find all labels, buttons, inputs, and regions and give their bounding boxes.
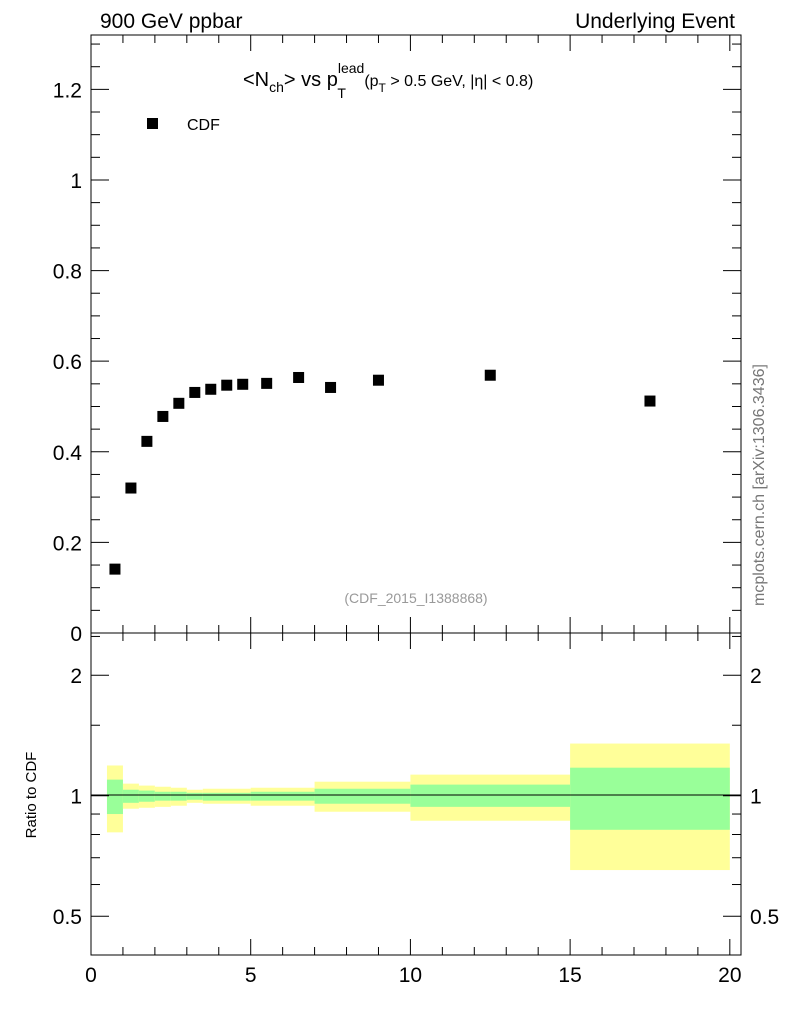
x-tick-label: 10 bbox=[399, 964, 422, 987]
ratio-band-green bbox=[186, 792, 203, 800]
data-point bbox=[372, 374, 384, 386]
data-point bbox=[293, 371, 305, 383]
ratio-band-green bbox=[250, 791, 315, 801]
ratio-ylabel: Ratio to CDF bbox=[23, 752, 40, 839]
side-label: mcplots.cern.ch [arXiv:1306.3436] bbox=[751, 364, 768, 606]
y-tick-label: 0.2 bbox=[53, 532, 82, 555]
ratio-band-green bbox=[314, 788, 411, 804]
data-point bbox=[261, 377, 273, 389]
data-point bbox=[173, 397, 185, 409]
ratio-band-green bbox=[138, 790, 155, 802]
legend-label-cdf: CDF bbox=[187, 117, 220, 134]
ratio-band-green bbox=[570, 767, 730, 830]
y-tick-label: 0.6 bbox=[53, 351, 82, 374]
ratio-band-green bbox=[410, 784, 571, 807]
data-point bbox=[644, 395, 656, 407]
ratio-band-green bbox=[170, 791, 187, 801]
header-right: Underlying Event bbox=[575, 10, 735, 33]
ratio-band-green bbox=[154, 791, 171, 801]
ratio-y-tick-label-right: 2 bbox=[750, 665, 762, 688]
data-point bbox=[205, 383, 217, 395]
ratio-band-green bbox=[106, 779, 123, 815]
data-point bbox=[189, 386, 201, 398]
data-point bbox=[141, 435, 153, 447]
ratio-y-tick-label-left: 0.5 bbox=[53, 906, 82, 929]
y-tick-label: 0.4 bbox=[53, 442, 83, 465]
data-points bbox=[109, 369, 656, 575]
header-left: 900 GeV ppbar bbox=[100, 10, 242, 33]
ratio-y-tick-label-left: 2 bbox=[70, 665, 82, 688]
y-tick-label: 0 bbox=[70, 623, 82, 646]
ratio-frame bbox=[90, 632, 742, 956]
data-point bbox=[109, 563, 121, 575]
analysis-watermark: (CDF_2015_I1388868) bbox=[344, 590, 487, 606]
x-tick-label: 5 bbox=[245, 964, 257, 987]
data-point bbox=[157, 410, 169, 422]
y-tick-label: 1.2 bbox=[53, 79, 82, 102]
ratio-bands bbox=[106, 743, 730, 871]
data-point bbox=[325, 381, 337, 393]
x-tick-label: 15 bbox=[558, 964, 581, 987]
legend-marker-square bbox=[147, 118, 158, 129]
data-point bbox=[237, 378, 249, 390]
x-tick-label: 0 bbox=[85, 964, 97, 987]
ratio-band-green bbox=[122, 789, 139, 803]
data-point bbox=[125, 482, 137, 494]
data-point bbox=[484, 369, 496, 381]
main-title: <Nch> vs plead T (pT > 0.5 GeV, |η| < 0.8… bbox=[243, 60, 533, 101]
ratio-y-tick-label-right: 0.5 bbox=[750, 906, 779, 929]
ratio-y-tick-label-left: 1 bbox=[70, 786, 82, 809]
ratio-band-green bbox=[202, 792, 251, 801]
y-tick-label: 1 bbox=[70, 170, 82, 193]
data-point bbox=[221, 379, 233, 391]
x-tick-label: 20 bbox=[718, 964, 741, 987]
y-tick-label: 0.8 bbox=[53, 261, 82, 284]
ratio-y-tick-label-right: 1 bbox=[750, 786, 762, 809]
